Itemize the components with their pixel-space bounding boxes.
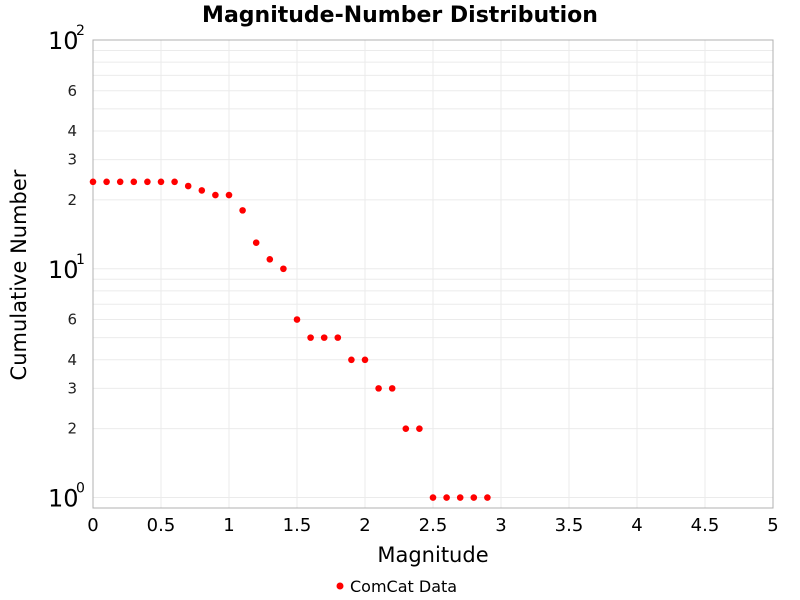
data-point [130, 178, 138, 186]
legend-label: ComCat Data [350, 577, 457, 596]
y-major-tick-base: 10 [48, 256, 79, 284]
x-tick-label: 2 [359, 515, 370, 536]
x-tick-label: 1 [223, 515, 234, 536]
y-major-tick-label: 101 [48, 252, 85, 284]
y-major-tick-label: 102 [48, 23, 85, 55]
data-point [443, 494, 450, 501]
data-point [225, 191, 233, 199]
y-major-tick-label: 100 [48, 481, 85, 513]
data-point [252, 239, 260, 246]
grid-lines [92, 39, 774, 508]
legend: ComCat Data [336, 577, 457, 596]
x-tick-label: 4.5 [691, 515, 720, 536]
data-point [184, 182, 192, 190]
data-point [171, 178, 178, 186]
data-point [416, 425, 423, 432]
data-point [89, 178, 97, 186]
x-tick-label: 1.5 [283, 515, 312, 536]
x-tick-label: 0 [87, 515, 98, 536]
y-major-tick-exponent: 1 [76, 252, 85, 268]
x-tick-label: 3 [495, 515, 506, 536]
data-point [266, 255, 274, 263]
data-point [348, 356, 355, 364]
data-point [239, 207, 246, 214]
legend-marker [336, 582, 344, 590]
data-point [456, 494, 464, 501]
y-major-tick-base: 10 [48, 485, 79, 513]
data-point [280, 265, 287, 273]
data-point [116, 178, 124, 186]
y-major-tick-exponent: 2 [76, 23, 85, 39]
data-point [320, 334, 328, 341]
series-points [89, 178, 491, 501]
data-point [429, 494, 437, 501]
data-point [212, 191, 219, 199]
y-major-tick-exponent: 0 [76, 481, 85, 497]
data-point [293, 316, 301, 323]
data-point [103, 178, 110, 186]
data-point [361, 356, 369, 364]
x-axis-label: Magnitude [377, 543, 488, 567]
plot-area [92, 39, 774, 509]
x-tick-label: 3.5 [555, 515, 584, 536]
data-point [157, 178, 165, 186]
y-major-tick-base: 10 [48, 27, 79, 55]
x-tick-label: 0.5 [147, 515, 176, 536]
chart-title: Magnitude-Number Distribution [202, 3, 598, 28]
data-point [375, 385, 382, 392]
data-point [307, 334, 314, 341]
x-tick-label: 5 [767, 515, 778, 536]
y-minor-tick-label: 2 [67, 191, 77, 209]
data-point [470, 494, 478, 501]
data-point [198, 187, 206, 194]
data-point [144, 178, 151, 186]
y-minor-tick-label: 4 [67, 122, 77, 140]
x-tick-label: 2.5 [419, 515, 448, 536]
y-minor-tick-label: 6 [67, 82, 77, 100]
y-minor-tick-label: 4 [67, 351, 77, 369]
y-minor-tick-label: 3 [67, 379, 77, 397]
data-point [402, 425, 410, 432]
x-tick-label: 4 [631, 515, 642, 536]
y-minor-tick-label: 3 [67, 151, 77, 169]
data-point [484, 494, 491, 501]
x-axis-ticks: 0 0.5 1 1.5 2 2.5 3 3.5 4 4.5 5 [87, 515, 778, 536]
data-point [334, 334, 342, 341]
y-minor-tick-label: 2 [67, 420, 77, 438]
y-minor-tick-label: 6 [67, 311, 77, 329]
data-point [388, 385, 396, 392]
y-axis-label: Cumulative Number [7, 169, 31, 380]
